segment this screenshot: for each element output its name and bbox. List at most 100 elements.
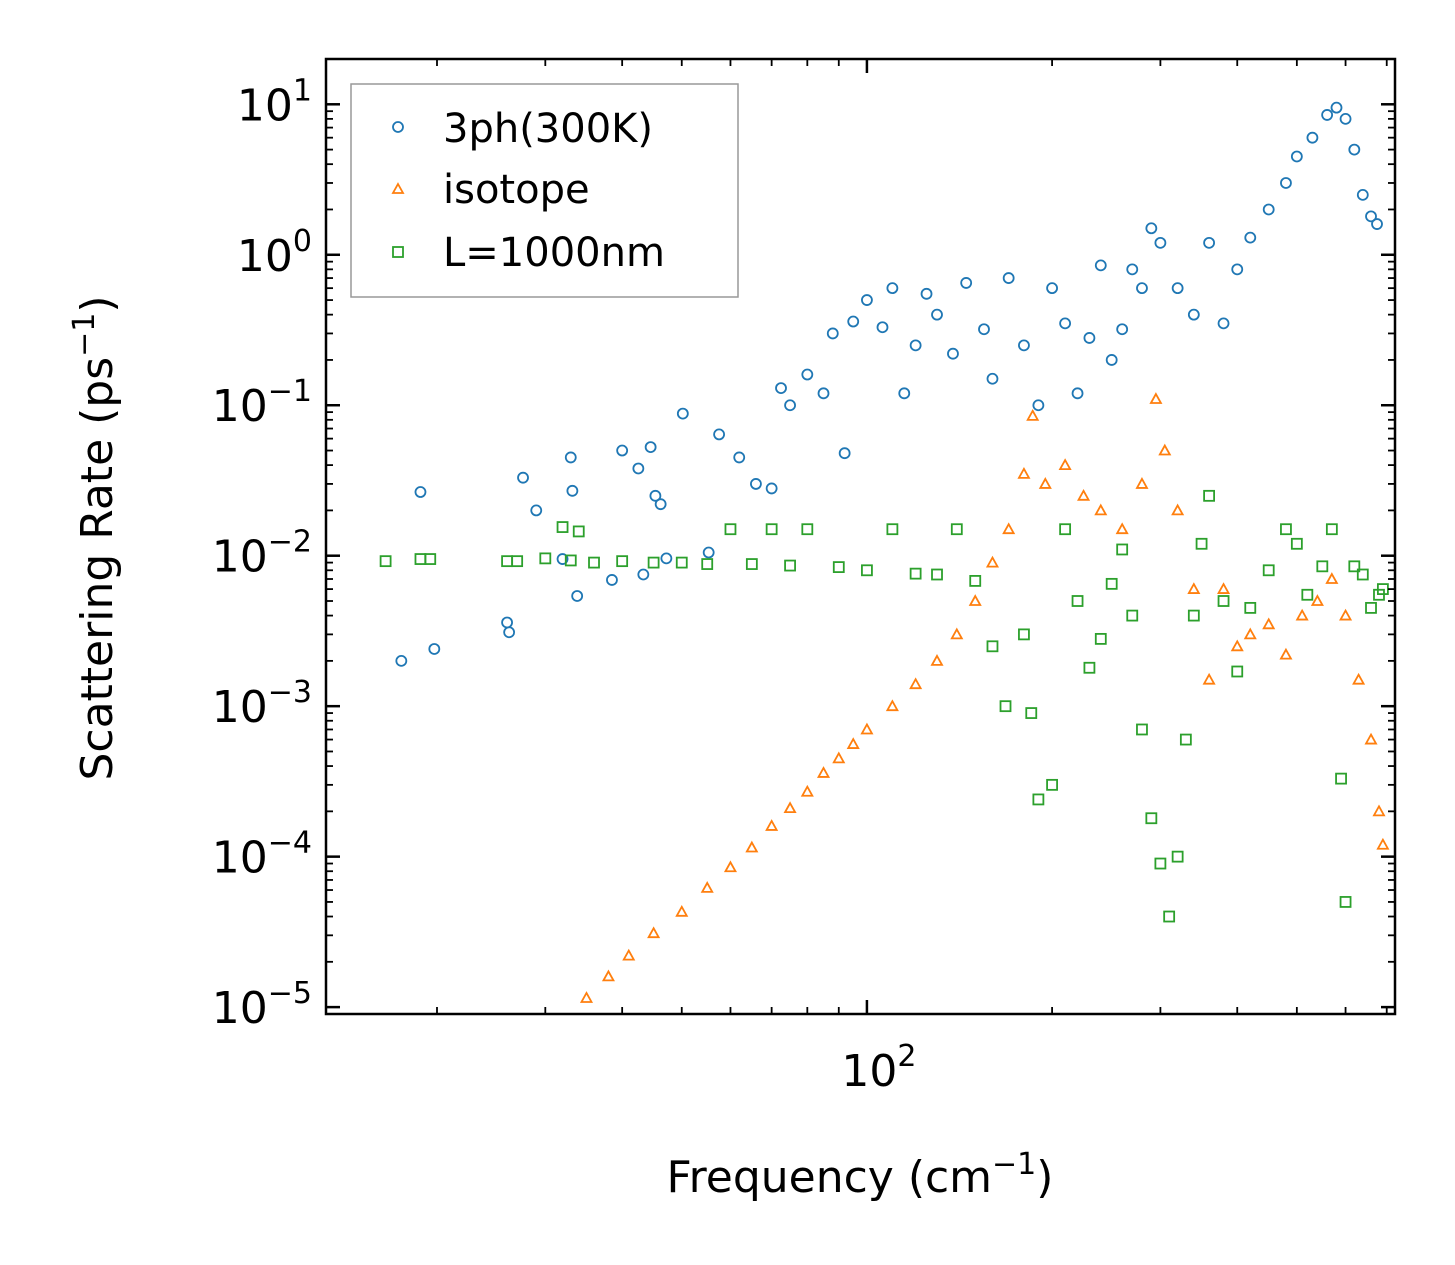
data-point-isotope	[1262, 617, 1276, 630]
data-point-l1000	[1145, 812, 1158, 825]
data-point-3ph	[1187, 308, 1200, 321]
data-point-3ph	[1330, 101, 1343, 114]
data-point-3ph	[750, 478, 762, 490]
data-point-isotope	[1094, 503, 1108, 516]
data-point-l1000	[647, 556, 660, 569]
data-point-l1000	[931, 568, 943, 581]
data-point-isotope	[1202, 672, 1216, 685]
data-point-l1000	[909, 567, 922, 580]
data-point-3ph	[784, 399, 796, 412]
data-point-isotope	[1230, 639, 1244, 652]
tick-layer: 101 100 10−1 10−2 10−3 10−4 10−5 102	[212, 58, 1395, 1097]
data-point-3ph	[1136, 282, 1148, 295]
data-point-3ph	[847, 315, 860, 328]
data-point-3ph	[1105, 354, 1118, 366]
data-point-3ph	[1083, 332, 1096, 344]
data-point-l1000	[999, 700, 1012, 713]
data-point-l1000	[1018, 628, 1030, 641]
legend-label-isotope: isotope	[443, 167, 590, 213]
data-point-3ph	[1348, 143, 1361, 156]
data-point-l1000	[1280, 523, 1292, 536]
data-point-3ph	[1371, 218, 1383, 230]
data-point-l1000	[801, 523, 814, 536]
data-point-l1000	[1116, 543, 1129, 556]
y-tick-label: 10−4	[212, 826, 312, 884]
data-point-3ph	[1059, 317, 1072, 330]
data-point-3ph	[1032, 399, 1045, 412]
data-point-3ph	[556, 553, 569, 565]
data-point-3ph	[1071, 387, 1084, 400]
data-point-l1000	[616, 555, 629, 568]
data-point-3ph	[566, 484, 579, 497]
data-point-l1000	[1179, 733, 1192, 746]
data-point-l1000	[1244, 601, 1257, 614]
data-point-3ph	[978, 323, 990, 336]
data-point-3ph	[654, 498, 667, 511]
data-point-3ph	[660, 552, 673, 565]
data-point-isotope	[1149, 392, 1163, 404]
data-point-isotope	[1295, 608, 1309, 621]
data-point-isotope	[846, 737, 860, 749]
data-point-isotope	[968, 594, 982, 606]
data-point-3ph	[1339, 112, 1352, 125]
y-tick-label: 10−5	[212, 976, 312, 1034]
y-tick-label: 10−1	[212, 374, 312, 432]
data-point-3ph	[947, 347, 959, 360]
data-point-isotope	[1352, 672, 1366, 685]
data-point-isotope	[950, 627, 964, 640]
data-point-3ph	[637, 568, 650, 581]
series-0	[395, 101, 1383, 667]
data-point-isotope	[700, 881, 714, 893]
legend-label-3ph: 3ph(300K)	[443, 106, 653, 152]
data-point-isotope	[1026, 409, 1040, 421]
data-point-isotope	[1017, 466, 1031, 479]
data-point-l1000	[1083, 661, 1096, 674]
data-point-l1000	[564, 554, 577, 567]
x-axis-label: Frequency (cm−1)	[667, 1147, 1054, 1203]
data-point-3ph	[898, 387, 911, 400]
data-point-3ph	[1217, 317, 1230, 330]
data-point-l1000	[556, 521, 569, 533]
data-point-l1000	[1262, 564, 1275, 577]
data-point-3ph	[503, 626, 516, 639]
data-point-3ph	[606, 574, 618, 586]
data-point-3ph	[1171, 282, 1184, 295]
data-point-l1000	[1094, 632, 1107, 645]
data-point-3ph	[564, 451, 577, 464]
data-point-isotope	[930, 654, 944, 666]
data-point-3ph	[571, 590, 584, 602]
data-point-l1000	[539, 552, 552, 565]
data-point-3ph	[817, 387, 830, 400]
data-point-isotope	[1339, 608, 1353, 621]
data-point-l1000	[1025, 707, 1038, 719]
data-point-isotope	[1135, 477, 1149, 489]
data-point-l1000	[1376, 583, 1389, 595]
data-point-l1000	[784, 559, 796, 572]
legend-marker-l1000	[392, 246, 404, 258]
data-point-l1000	[1126, 609, 1139, 622]
data-point-l1000	[1046, 778, 1058, 791]
data-point-3ph	[632, 462, 645, 475]
legend-marker-isotope	[391, 182, 405, 194]
data-point-isotope	[1217, 582, 1231, 594]
data-point-3ph	[428, 643, 441, 655]
data-point-3ph	[838, 447, 851, 460]
x-tick-label: 102	[841, 1039, 916, 1097]
data-point-l1000	[1365, 601, 1377, 614]
data-point-3ph	[886, 282, 899, 295]
data-point-isotope	[647, 926, 661, 939]
data-point-isotope	[1279, 647, 1293, 660]
data-point-l1000	[1335, 772, 1347, 785]
data-point-isotope	[1372, 804, 1386, 817]
data-point-l1000	[675, 556, 688, 569]
data-point-isotope	[765, 819, 779, 831]
data-point-l1000	[1195, 537, 1208, 550]
data-point-l1000	[1325, 523, 1338, 536]
y-tick-label: 101	[237, 73, 312, 131]
data-point-isotope	[675, 904, 689, 917]
series-2	[379, 489, 1389, 923]
data-point-isotope	[1038, 477, 1052, 489]
data-point-3ph	[1145, 222, 1158, 235]
data-point-l1000	[1163, 910, 1176, 923]
